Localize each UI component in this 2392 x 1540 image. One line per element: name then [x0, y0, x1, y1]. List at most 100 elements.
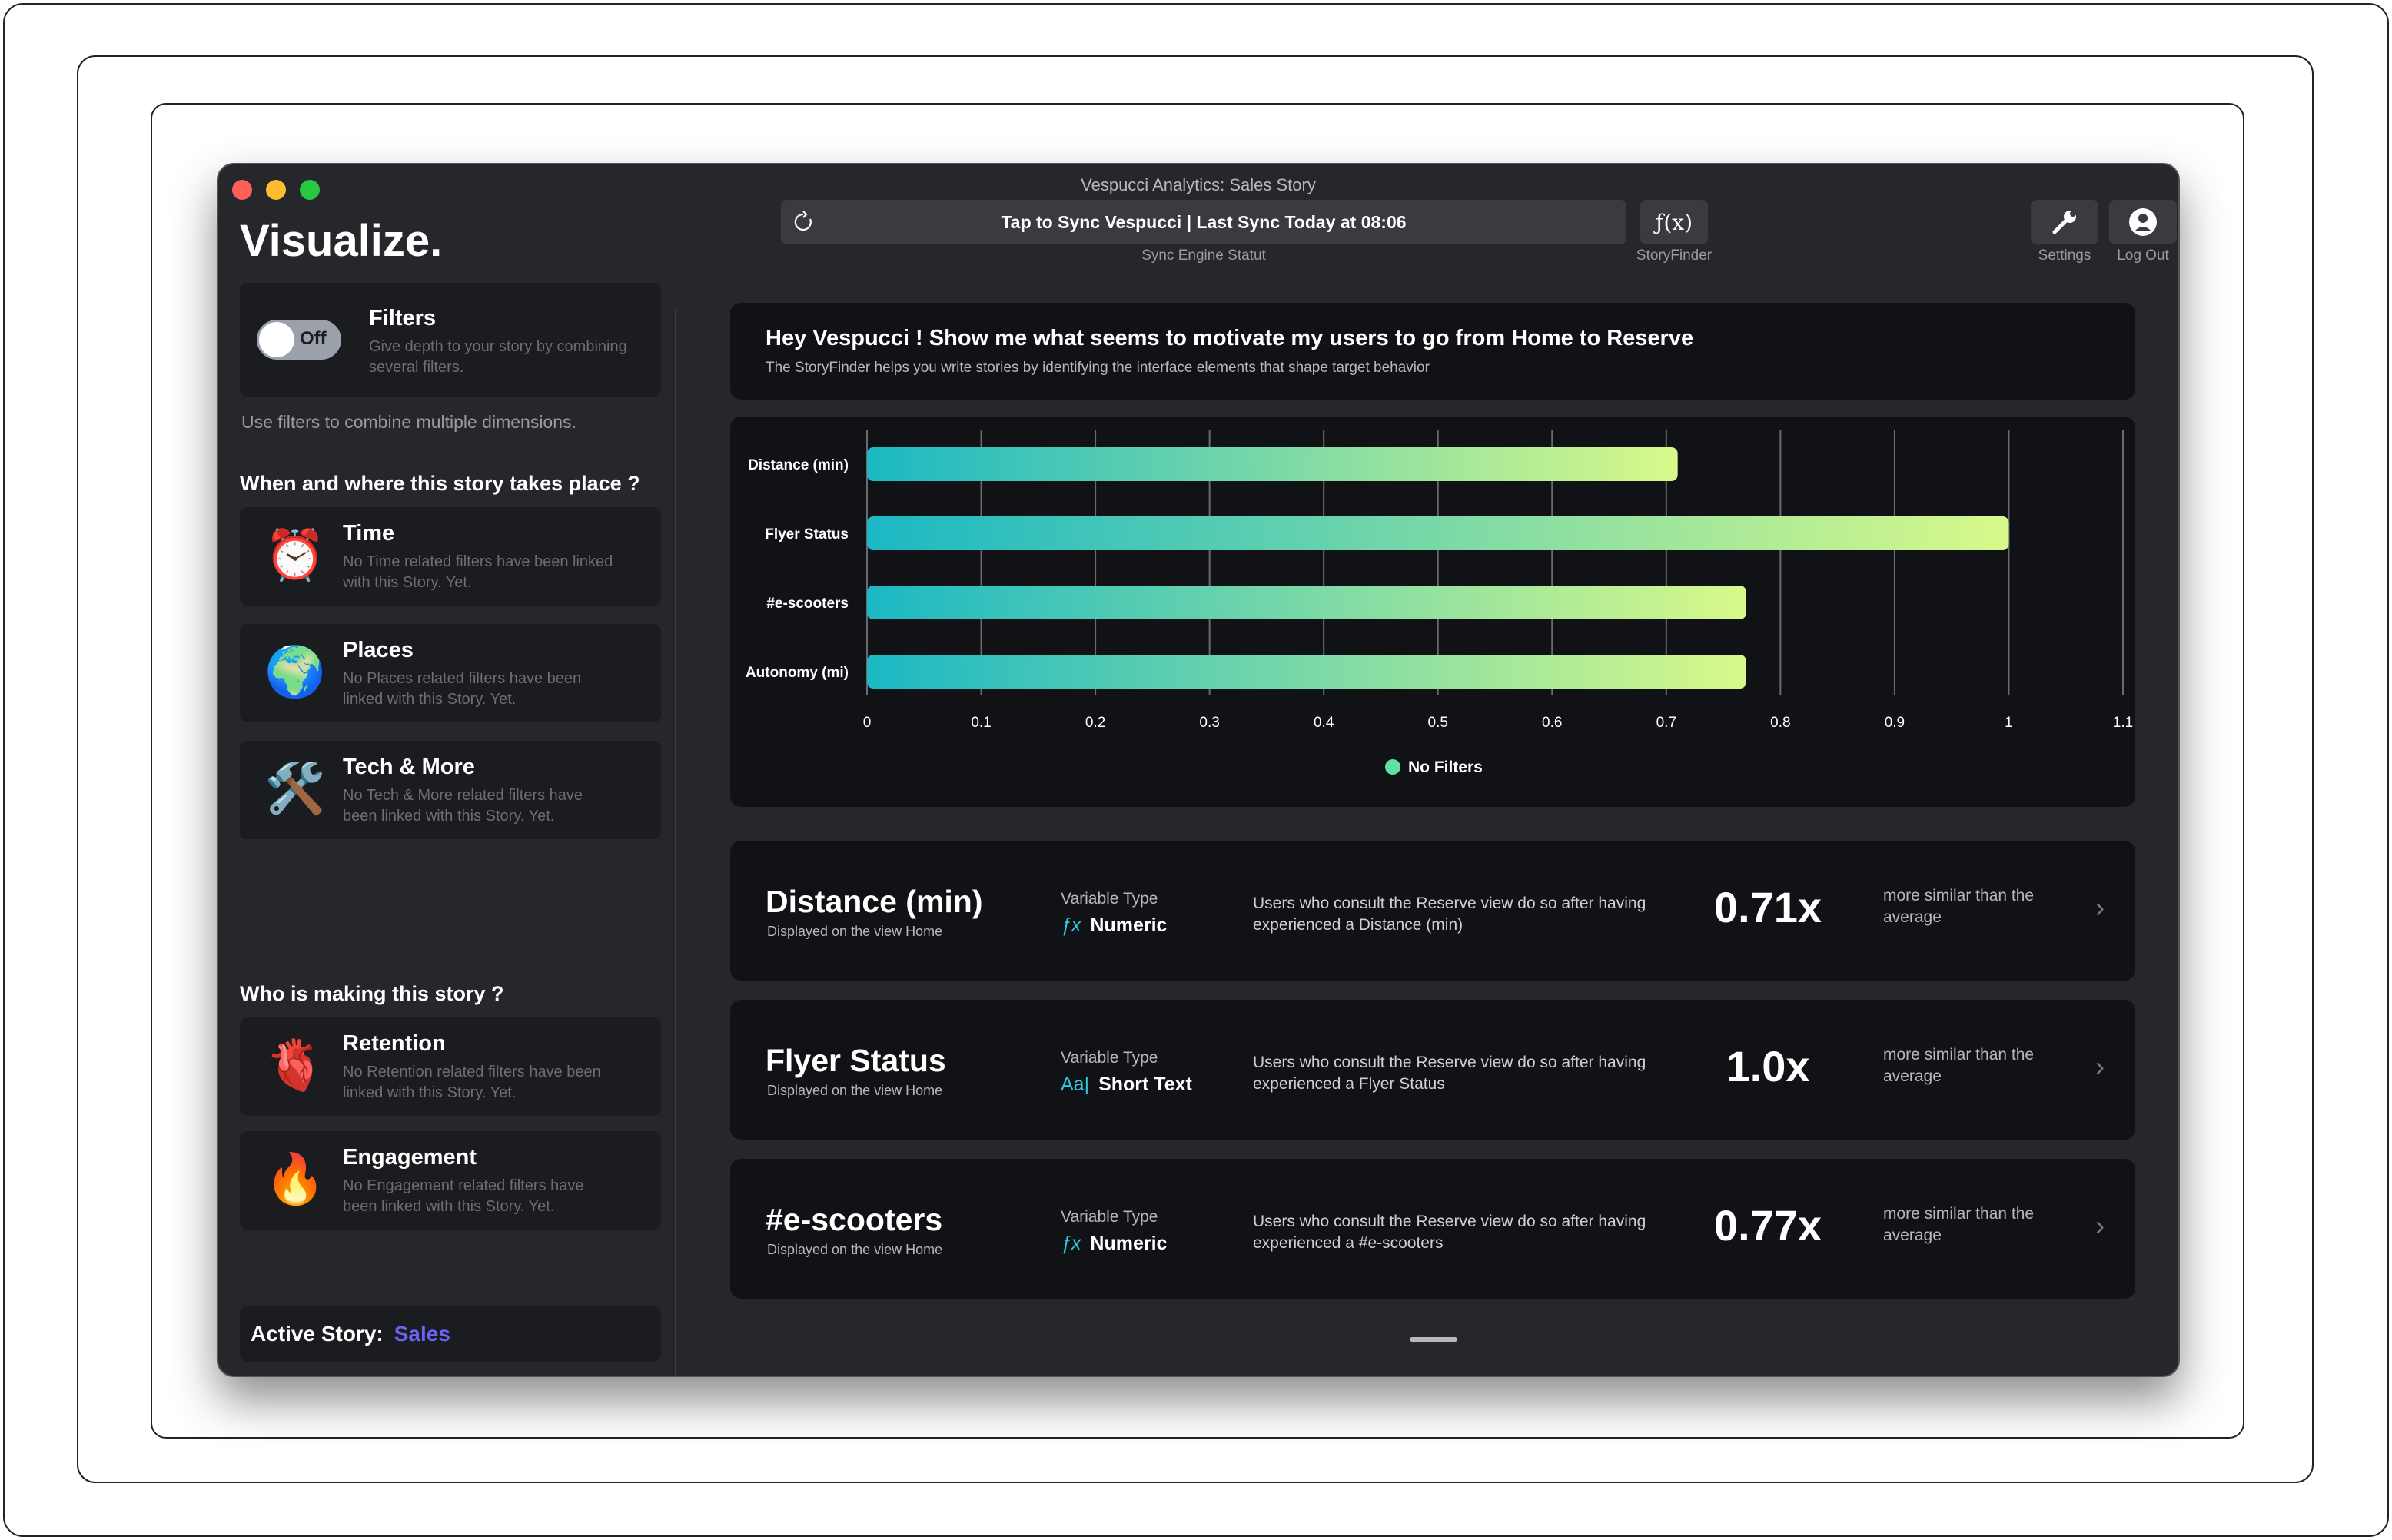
- question-card: Hey Vespucci ! Show me what seems to mot…: [730, 303, 2135, 400]
- sidebar-item-places[interactable]: 🌍 Places No Places related filters have …: [240, 624, 661, 722]
- x-tick-label: 0.9: [1885, 715, 1905, 731]
- active-story[interactable]: Active Story: Sales: [240, 1306, 661, 1362]
- category-label: Autonomy (mi): [746, 665, 849, 681]
- result-name: #e-scooters: [766, 1202, 943, 1237]
- x-tick-label: 0.3: [1199, 715, 1219, 731]
- logout-caption: Log Out: [2117, 247, 2169, 264]
- x-tick-label: 0.2: [1085, 715, 1105, 731]
- legend-dot: [1385, 759, 1400, 775]
- toggle-knob: [259, 322, 294, 357]
- sync-caption: Sync Engine Statut: [1141, 247, 1266, 264]
- heart-icon: 🫀: [264, 1037, 326, 1093]
- variable-type: ƒx Numeric: [1061, 1233, 1167, 1255]
- variable-type-value: Numeric: [1090, 1233, 1168, 1254]
- x-tick-label: 0.1: [971, 715, 991, 731]
- x-tick-label: 0.7: [1656, 715, 1676, 731]
- chart-card: Distance (min) Flyer Status #e-scooters Aut…: [730, 417, 2135, 807]
- similarity-ratio: 0.77x: [1713, 1201, 1822, 1250]
- variable-type-value: Numeric: [1090, 914, 1168, 936]
- x-tick-label: 1.1: [2113, 715, 2133, 731]
- similarity-note: more similar than the average: [1883, 887, 2035, 926]
- function-icon: ƒ(x): [1655, 209, 1693, 235]
- bar[interactable]: [867, 516, 2009, 550]
- refresh-icon: [794, 211, 812, 231]
- brand-title: Visualize.: [240, 216, 443, 266]
- question-subtitle: The StoryFinder helps you write stories …: [766, 360, 1430, 376]
- tech-desc: No Tech & More related filters have been…: [343, 787, 583, 825]
- result-displayed: Displayed on the view Home: [767, 1083, 943, 1098]
- close-window-button[interactable]: [232, 180, 252, 200]
- filters-desc: Give depth to your story by combining se…: [369, 338, 627, 376]
- tech-title: Tech & More: [343, 755, 475, 779]
- window-title: Vespucci Analytics: Sales Story: [1081, 175, 1316, 194]
- variable-type-label: Variable Type: [1061, 890, 1158, 908]
- x-tick-label: 0: [863, 715, 872, 731]
- result-card-flyer[interactable]: Flyer Status Displayed on the view Home …: [730, 1000, 2135, 1140]
- result-name: Distance (min): [766, 884, 983, 919]
- variable-type-label: Variable Type: [1061, 1049, 1158, 1067]
- zoom-window-button[interactable]: [300, 180, 320, 200]
- sheet-handle[interactable]: [1410, 1337, 1457, 1342]
- logout-button[interactable]: [2109, 200, 2177, 244]
- retention-title: Retention: [343, 1031, 446, 1056]
- where-heading: When and where this story takes place ?: [240, 472, 640, 495]
- chevron-right-icon[interactable]: ›: [2095, 1210, 2105, 1241]
- retention-desc: No Retention related filters have been l…: [343, 1064, 601, 1101]
- sidebar-item-retention[interactable]: 🫀 Retention No Retention related filters…: [240, 1017, 661, 1116]
- filters-hint: Use filters to combine multiple dimensio…: [241, 412, 576, 432]
- filters-toggle[interactable]: Off: [257, 320, 341, 360]
- variable-type: Aa| Short Text: [1061, 1074, 1192, 1096]
- active-story-label: Active Story:: [251, 1322, 384, 1346]
- minimize-window-button[interactable]: [266, 180, 286, 200]
- tools-icon: 🛠️: [264, 761, 326, 816]
- time-desc: No Time related filters have been linked…: [343, 553, 613, 591]
- x-tick-label: 0.8: [1770, 715, 1790, 731]
- result-description: Users who consult the Reserve view do so…: [1253, 894, 1646, 934]
- toggle-text: Off: [300, 328, 327, 349]
- category-label: #e-scooters: [766, 596, 849, 612]
- variable-type: ƒx Numeric: [1061, 914, 1167, 937]
- sidebar-item-time[interactable]: ⏰ Time No Time related filters have been…: [240, 507, 661, 606]
- wrench-icon: [2052, 211, 2076, 234]
- chevron-right-icon[interactable]: ›: [2095, 891, 2105, 923]
- result-card-escooters[interactable]: #e-scooters Displayed on the view Home V…: [730, 1159, 2135, 1299]
- bar-chart: Distance (min) Flyer Status #e-scooters Aut…: [746, 430, 2133, 776]
- who-heading: Who is making this story ?: [240, 982, 504, 1005]
- places-desc: No Places related filters have been link…: [343, 670, 582, 708]
- result-card-distance[interactable]: Distance (min) Displayed on the view Hom…: [730, 841, 2135, 981]
- x-tick-label: 1: [2005, 715, 2013, 731]
- function-icon: ƒx: [1061, 914, 1081, 936]
- places-title: Places: [343, 638, 414, 662]
- result-name: Flyer Status: [766, 1043, 946, 1078]
- time-title: Time: [343, 521, 395, 546]
- settings-button[interactable]: [2031, 200, 2098, 244]
- sync-button[interactable]: Tap to Sync Vespucci | Last Sync Today a…: [781, 200, 1626, 244]
- fire-icon: 🔥: [264, 1151, 326, 1206]
- similarity-note: more similar than the average: [1883, 1205, 2035, 1244]
- settings-caption: Settings: [2038, 247, 2091, 264]
- category-label: Distance (min): [748, 457, 849, 473]
- x-tick-label: 0.4: [1314, 715, 1334, 731]
- legend-label: No Filters: [1408, 758, 1483, 776]
- similarity-ratio: 1.0x: [1726, 1042, 1810, 1090]
- function-icon: ƒx: [1061, 1233, 1081, 1254]
- result-displayed: Displayed on the view Home: [767, 924, 943, 939]
- alarm-clock-icon: ⏰: [264, 527, 326, 582]
- bar[interactable]: [867, 586, 1746, 619]
- engagement-title: Engagement: [343, 1145, 477, 1170]
- chevron-right-icon[interactable]: ›: [2095, 1050, 2105, 1082]
- bar[interactable]: [867, 447, 1678, 481]
- bar[interactable]: [867, 655, 1746, 689]
- text-icon: Aa|: [1061, 1074, 1090, 1095]
- result-description: Users who consult the Reserve view do so…: [1253, 1213, 1646, 1252]
- question-title: Hey Vespucci ! Show me what seems to mot…: [766, 326, 1694, 350]
- filters-title: Filters: [369, 306, 437, 330]
- storyfinder-caption: StoryFinder: [1636, 247, 1713, 264]
- filters-card: Off Filters Give depth to your story by …: [240, 283, 661, 397]
- similarity-note: more similar than the average: [1883, 1046, 2035, 1085]
- app-window: Vespucci Analytics: Sales Story Tap to S…: [217, 163, 2180, 1377]
- sidebar-item-engagement[interactable]: 🔥 Engagement No Engagement related filte…: [240, 1131, 661, 1230]
- engagement-desc: No Engagement related filters have been …: [343, 1177, 584, 1215]
- sidebar-item-tech[interactable]: 🛠️ Tech & More No Tech & More related fi…: [240, 741, 661, 839]
- storyfinder-button[interactable]: ƒ(x): [1640, 200, 1708, 244]
